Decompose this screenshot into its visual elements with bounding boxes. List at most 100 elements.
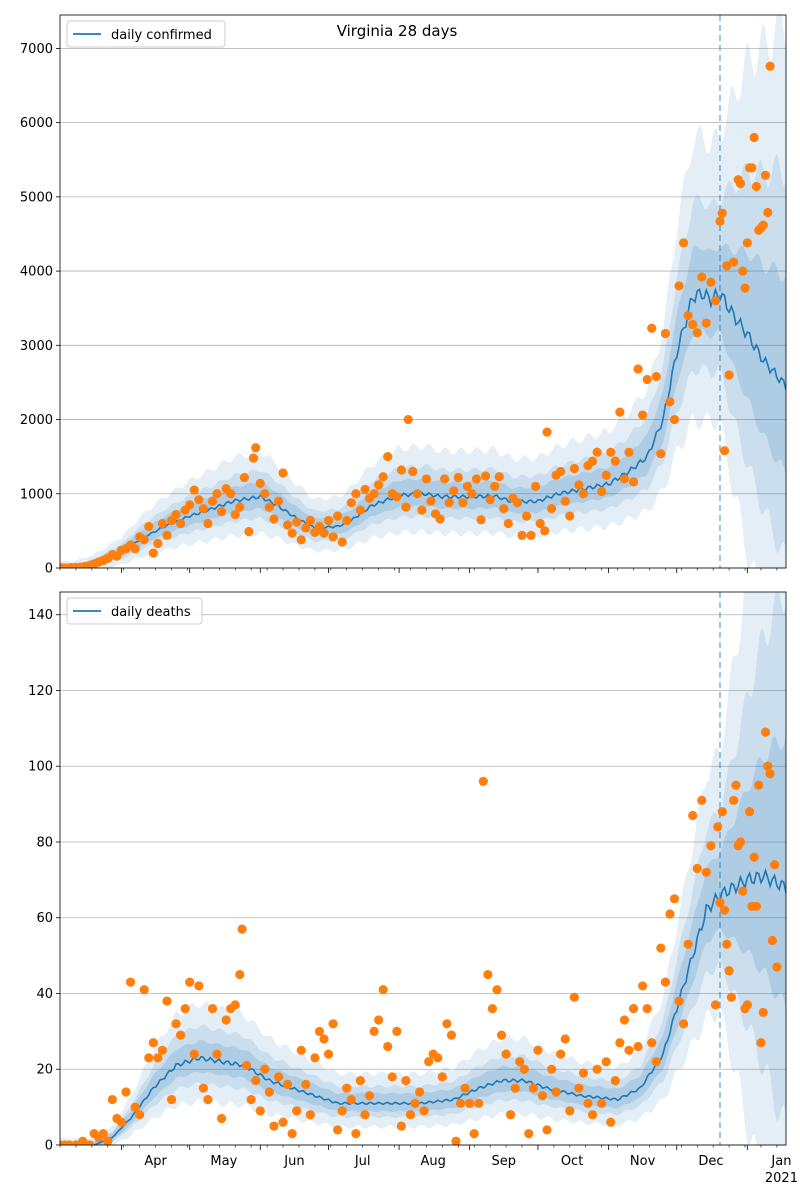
data-point (171, 1019, 181, 1029)
data-point (103, 1136, 113, 1145)
data-point (176, 518, 186, 529)
x-tick-label: May (210, 1154, 237, 1169)
data-point (171, 509, 181, 520)
data-point (467, 489, 477, 499)
data-point (282, 520, 293, 530)
data-point (499, 504, 509, 514)
data-point (305, 515, 315, 526)
uncertainty-band (60, 15, 786, 568)
data-point (296, 1045, 306, 1055)
data-point (292, 517, 302, 527)
data-point (269, 514, 279, 524)
data-point (624, 447, 634, 457)
data-point (592, 1064, 602, 1074)
data-point (642, 1004, 652, 1014)
chart-title: Virginia 28 days (337, 22, 458, 40)
y-tick-label: 80 (36, 835, 53, 850)
data-point (287, 1129, 297, 1139)
deaths-panel: 0 20 40 60 80 100 120 140 Apr May Jun Jul Aug Sep Oct N… (28, 591, 798, 1186)
data-point (760, 170, 771, 180)
data-point (610, 456, 620, 466)
data-point (185, 977, 195, 987)
data-point (278, 468, 288, 478)
data-point (301, 1079, 311, 1089)
axes-frame (59, 591, 787, 1146)
data-point (264, 502, 274, 512)
data-point (305, 1110, 315, 1120)
y-tick-label: 5000 (20, 190, 53, 205)
y-tick-label: 100 (28, 760, 53, 775)
data-point (669, 894, 680, 904)
data-point (735, 178, 746, 189)
data-point (494, 472, 504, 482)
data-point (314, 1026, 325, 1036)
data-point (401, 502, 411, 512)
data-point (503, 518, 513, 529)
data-point (628, 1004, 639, 1014)
data-point (408, 466, 418, 477)
data-point (139, 985, 149, 995)
data-point (710, 1000, 721, 1010)
data-point (763, 761, 773, 771)
data-point (203, 1094, 213, 1105)
data-point (351, 489, 361, 499)
data-point (524, 1129, 534, 1139)
data-point (248, 453, 259, 463)
data-point (451, 1136, 461, 1145)
data-point (660, 328, 670, 339)
y-tick-label: 60 (36, 911, 53, 926)
data-point (374, 480, 384, 490)
data-point (601, 1057, 611, 1067)
plot-area (60, 15, 786, 568)
data-point (387, 1072, 397, 1082)
data-point (166, 1094, 177, 1105)
y-tick-label: 2000 (20, 413, 53, 428)
data-point (651, 1057, 661, 1067)
data-point (692, 328, 702, 338)
data-point (546, 1064, 557, 1074)
x-tick-label: Apr (144, 1154, 167, 1169)
data-point (337, 537, 347, 547)
data-point (578, 489, 589, 499)
data-point (221, 1015, 231, 1025)
data-point (444, 498, 454, 508)
data-point (446, 1030, 457, 1040)
data-point (669, 414, 680, 425)
y-tick-label: 1000 (20, 487, 53, 502)
data-point (606, 447, 616, 457)
data-point (574, 1083, 584, 1093)
data-point (84, 1140, 95, 1145)
data-point (414, 1087, 425, 1097)
data-point (412, 489, 422, 499)
data-point (749, 852, 759, 862)
data-point (216, 1113, 227, 1124)
data-point (606, 1117, 616, 1127)
data-point (346, 1094, 356, 1105)
data-point (442, 1019, 452, 1029)
data-point (207, 1004, 218, 1014)
data-point (469, 1129, 479, 1139)
data-point (665, 909, 675, 919)
data-point (148, 548, 158, 558)
data-point (528, 1083, 538, 1093)
data-point (519, 1064, 529, 1074)
data-point (722, 939, 732, 949)
data-point (515, 1057, 525, 1067)
data-point (237, 924, 247, 934)
data-point (346, 498, 356, 508)
data-point (767, 935, 777, 946)
data-point (569, 463, 579, 474)
data-point (144, 521, 154, 532)
data-point (189, 1049, 199, 1059)
plot-area (60, 592, 786, 1145)
data-point (526, 530, 536, 540)
y-tick-label: 20 (36, 1063, 53, 1078)
y-tick-label: 6000 (20, 116, 53, 131)
data-point (512, 498, 523, 508)
x-tick-label: Oct (561, 1154, 583, 1169)
data-point (130, 544, 140, 554)
data-point (301, 523, 311, 533)
data-point (542, 1125, 552, 1135)
data-point (194, 981, 204, 991)
data-point (403, 414, 413, 425)
